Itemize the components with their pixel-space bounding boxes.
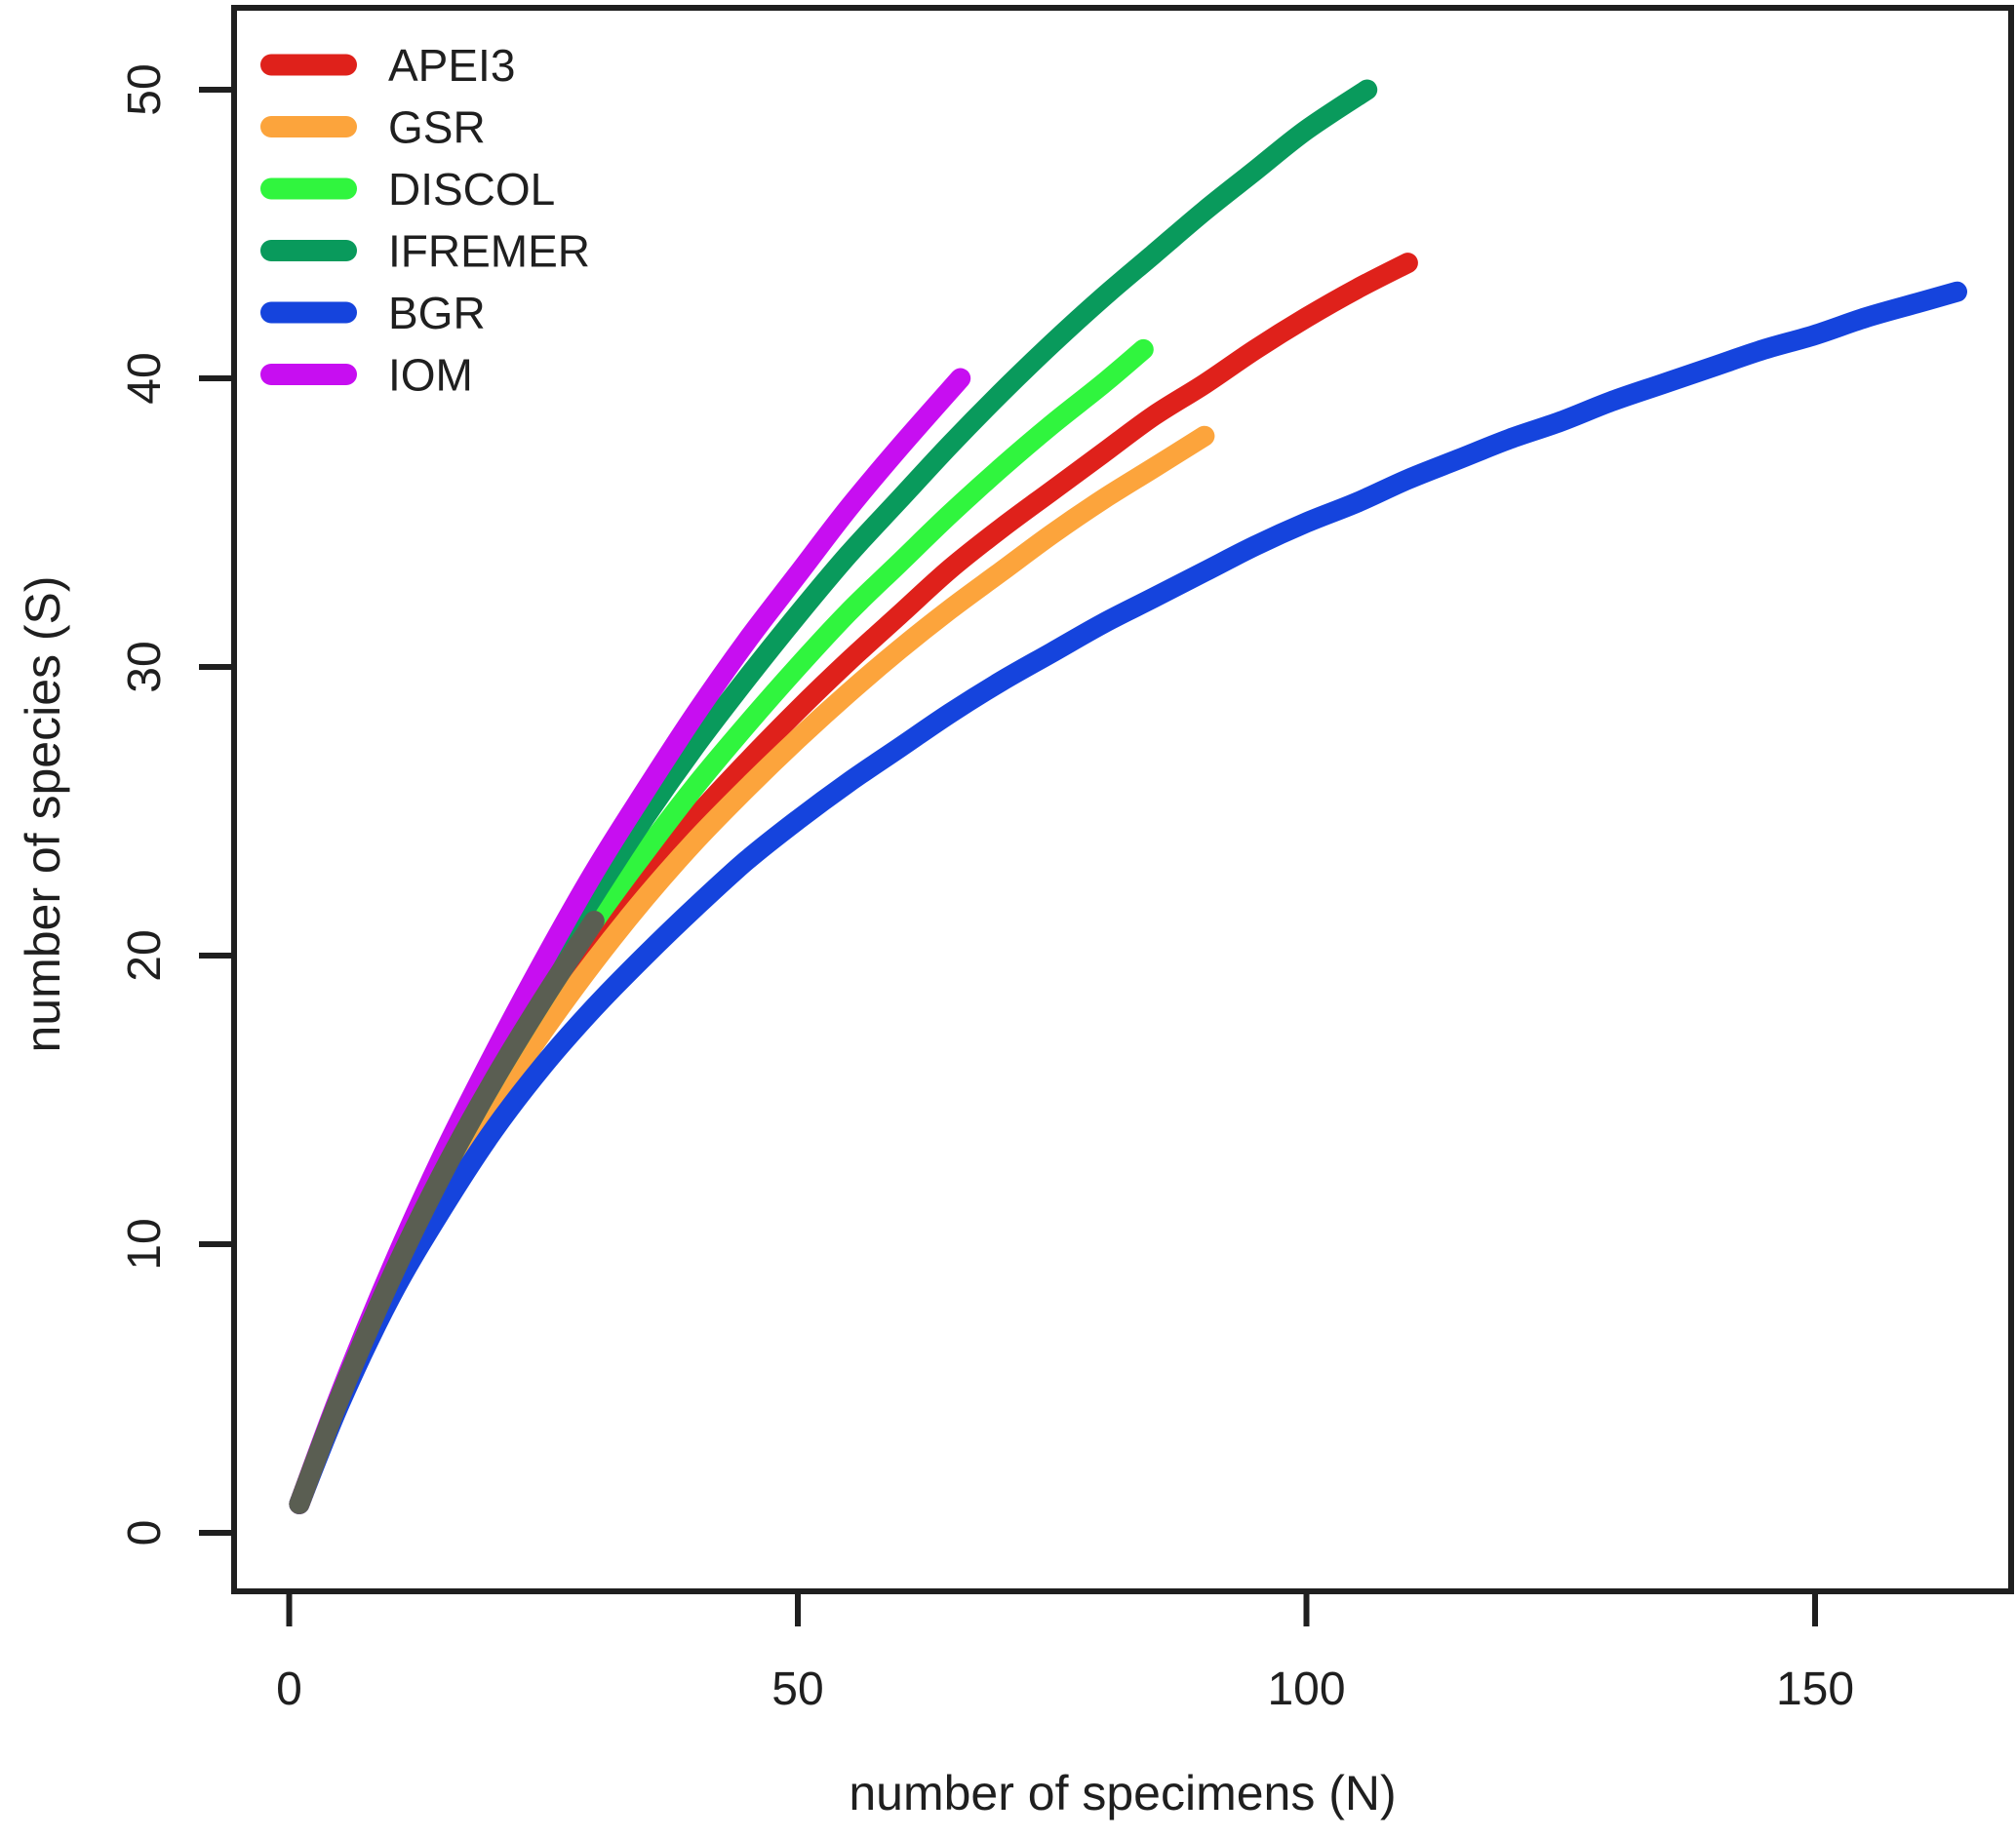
legend-label-iom: IOM	[388, 350, 473, 401]
legend-label-gsr: GSR	[388, 102, 486, 153]
curves	[289, 79, 1967, 1514]
legend-label-bgr: BGR	[388, 288, 486, 338]
x-tick-label-50: 50	[771, 1663, 823, 1715]
y-tick-label-40: 40	[119, 352, 171, 404]
y-tick-label-10: 10	[119, 1218, 171, 1270]
x-tick-label-150: 150	[1776, 1663, 1854, 1715]
x-tick-label-100: 100	[1267, 1663, 1345, 1715]
y-tick-label-20: 20	[119, 929, 171, 981]
curve-bgr	[289, 281, 1967, 1514]
curve-gsr	[289, 425, 1215, 1514]
y-axis: 0 10 20 30 40 50	[119, 63, 234, 1546]
legend: APEI3 GSR DISCOL IFREMER BGR IOM	[260, 40, 590, 401]
legend-label-apei3: APEI3	[388, 40, 515, 91]
y-tick-label-30: 30	[119, 641, 171, 692]
x-axis: 0 50 100 150	[276, 1591, 1854, 1715]
legend-label-discol: DISCOL	[388, 164, 555, 215]
curve-apei3	[289, 253, 1418, 1514]
plot-box	[231, 5, 2014, 1594]
y-tick-label-0: 0	[119, 1520, 171, 1546]
x-axis-title: number of specimens (N)	[849, 1766, 1396, 1820]
x-tick-label-0: 0	[276, 1663, 302, 1715]
legend-label-ifremer: IFREMER	[388, 226, 590, 277]
y-tick-label-50: 50	[119, 63, 171, 115]
y-axis-title: number of species (S)	[16, 575, 70, 1052]
curve-overlap-bundle	[289, 911, 605, 1514]
